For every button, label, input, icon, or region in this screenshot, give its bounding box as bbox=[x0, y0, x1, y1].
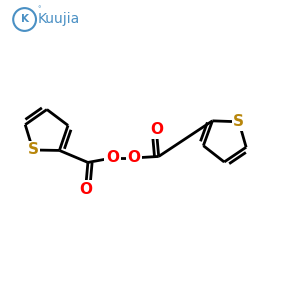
Text: S: S bbox=[233, 114, 244, 129]
Text: O: O bbox=[106, 150, 119, 165]
Text: S: S bbox=[28, 142, 38, 158]
Text: Kuujia: Kuujia bbox=[38, 13, 80, 26]
Text: °: ° bbox=[38, 7, 41, 13]
Text: O: O bbox=[150, 122, 163, 137]
Text: O: O bbox=[79, 182, 92, 197]
Text: K: K bbox=[21, 14, 28, 25]
Text: O: O bbox=[128, 150, 141, 165]
